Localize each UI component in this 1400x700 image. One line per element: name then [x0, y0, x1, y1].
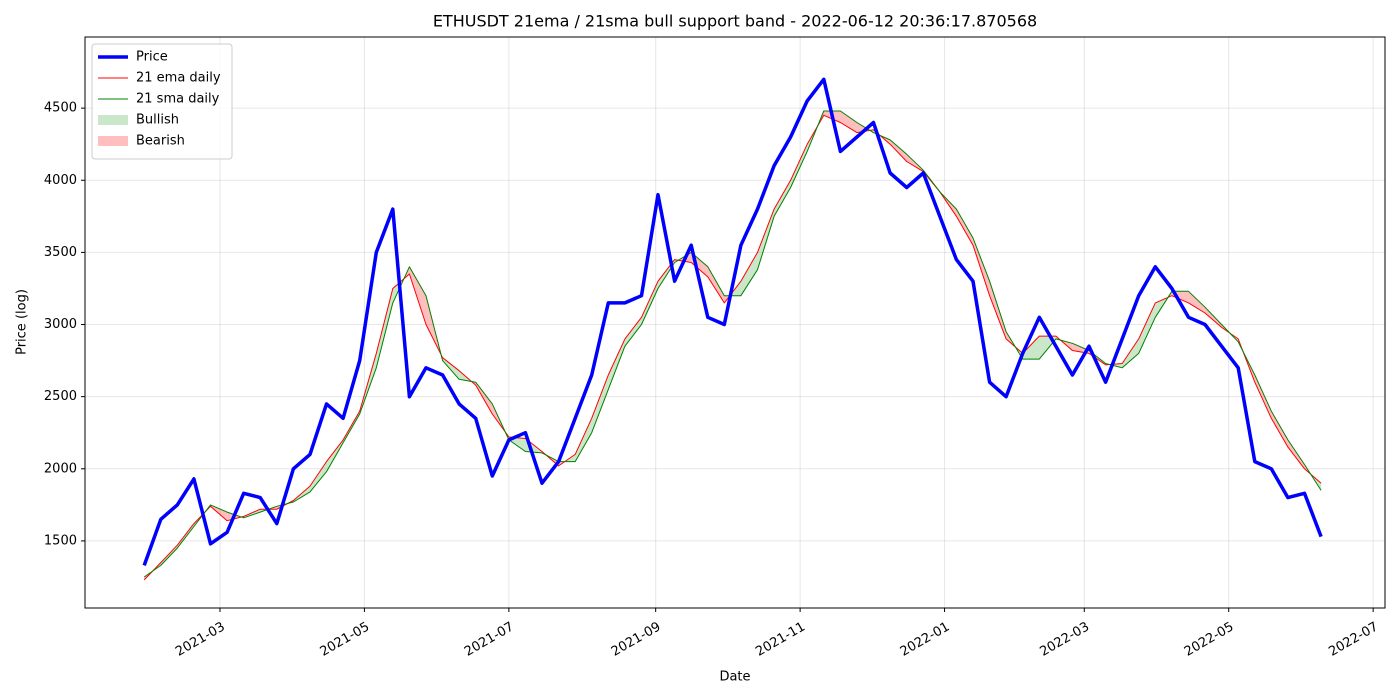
x-tick-label: 2022-01 [898, 620, 953, 660]
y-axis-label: Price (log) [15, 289, 30, 355]
bearish-fill [1271, 411, 1288, 448]
bullish-fill [624, 317, 642, 347]
x-tick-label: 2021-09 [609, 620, 664, 660]
x-tick-label: 2021-11 [753, 620, 808, 660]
y-tick-label: 4500 [44, 101, 77, 116]
legend-patch [98, 136, 128, 146]
bearish-fill [972, 237, 990, 296]
bearish-fill [1287, 439, 1305, 469]
plot-frame [84, 36, 1386, 609]
legend-label: 21 sma daily [136, 92, 220, 107]
legend-label: Bullish [136, 113, 179, 128]
bullish-fill [790, 144, 808, 188]
bullish-fill [757, 209, 775, 270]
legend-label: Bearish [136, 134, 185, 149]
y-tick-label: 3000 [44, 317, 77, 332]
legend-box [91, 43, 233, 160]
series-line [143, 114, 1322, 581]
series-line [142, 77, 1323, 566]
legend-label: 21 ema daily [136, 71, 221, 86]
y-tick-label: 3500 [44, 245, 77, 260]
legend-patch [98, 115, 128, 125]
bearish-fill [840, 111, 857, 133]
x-tick-label: 2021-03 [173, 620, 228, 660]
y-tick-label: 4000 [44, 173, 77, 188]
bullish-fill [774, 180, 791, 217]
y-tick-label: 2000 [44, 461, 77, 476]
legend-label: Price [136, 50, 168, 65]
series-line [143, 110, 1322, 578]
bearish-fill [890, 139, 907, 162]
x-tick-label: 2022-03 [1037, 620, 1092, 660]
band-fills [144, 111, 1322, 580]
bullish-fill [508, 437, 526, 452]
bearish-fill [707, 266, 725, 303]
bearish-fill [989, 281, 1007, 339]
bullish-fill [641, 281, 659, 325]
x-tick-label: 2022-07 [1326, 620, 1381, 660]
bullish-fill [1122, 338, 1139, 368]
bearish-fill [409, 266, 426, 325]
bullish-fill [740, 252, 758, 296]
bullish-fill [591, 375, 609, 433]
y-tick-label: 2500 [44, 389, 77, 404]
bullish-fill [376, 288, 393, 368]
y-tick-label: 1500 [44, 533, 77, 548]
chart-title: ETHUSDT 21ema / 21sma bull support band … [433, 12, 1037, 31]
bullish-fill [309, 461, 327, 492]
bullish-fill [608, 338, 625, 390]
x-axis-label: Date [719, 670, 750, 685]
bullish-fill [575, 418, 592, 462]
bearish-fill [956, 209, 973, 246]
x-tick-label: 2022-05 [1182, 620, 1237, 660]
bearish-fill [1254, 375, 1272, 419]
bullish-fill [1022, 336, 1040, 360]
x-tick-label: 2021-05 [318, 620, 373, 660]
bullish-fill [1138, 302, 1156, 354]
x-tick-label: 2021-07 [462, 620, 517, 660]
bearish-fill [1188, 291, 1206, 313]
